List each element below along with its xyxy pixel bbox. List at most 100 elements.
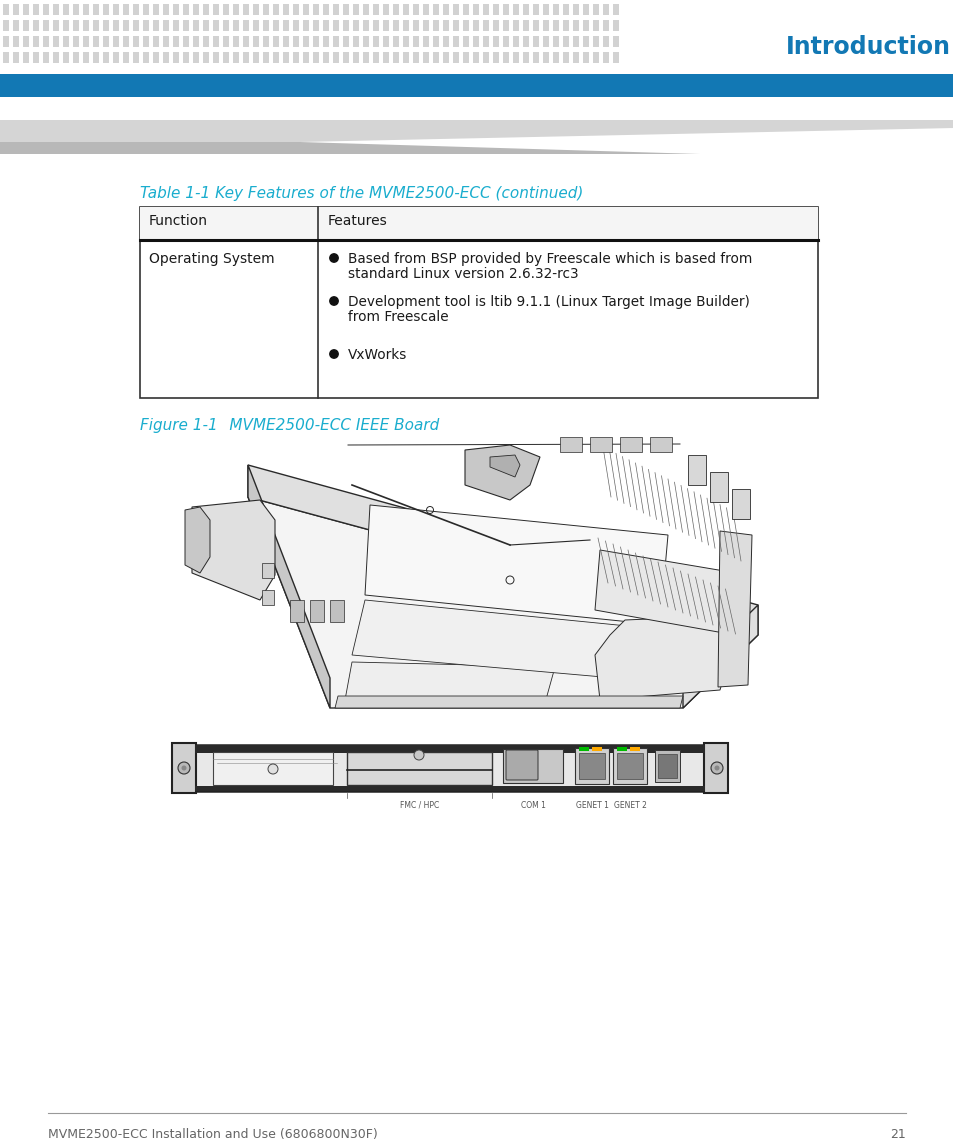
Bar — [373, 35, 378, 47]
Bar — [172, 35, 179, 47]
Bar — [33, 35, 39, 47]
Text: COM 1: COM 1 — [520, 802, 545, 810]
Bar — [343, 52, 349, 63]
Bar — [703, 743, 727, 793]
Bar — [83, 19, 89, 31]
Bar — [43, 35, 49, 47]
Bar — [263, 19, 269, 31]
Bar — [562, 52, 568, 63]
Bar — [413, 52, 418, 63]
Bar — [442, 19, 449, 31]
Bar — [33, 19, 39, 31]
Bar — [194, 785, 704, 791]
FancyBboxPatch shape — [505, 750, 537, 780]
Bar — [553, 35, 558, 47]
Polygon shape — [464, 445, 539, 500]
Circle shape — [714, 766, 719, 771]
Bar — [273, 19, 278, 31]
Bar — [413, 19, 418, 31]
Bar — [353, 19, 358, 31]
Bar — [13, 35, 19, 47]
Bar — [223, 35, 229, 47]
Bar — [3, 35, 9, 47]
Bar — [3, 3, 9, 15]
Bar — [193, 19, 199, 31]
Bar — [172, 19, 179, 31]
Bar — [112, 35, 119, 47]
Bar — [592, 747, 601, 751]
Bar — [393, 35, 398, 47]
Circle shape — [330, 350, 338, 358]
Bar — [393, 52, 398, 63]
Bar — [453, 52, 458, 63]
Bar — [263, 35, 269, 47]
Bar — [33, 52, 39, 63]
Bar — [582, 3, 588, 15]
Bar — [103, 35, 109, 47]
Bar — [613, 52, 618, 63]
Bar — [629, 747, 639, 751]
Text: MVME2500-ECC Installation and Use (6806800N30F): MVME2500-ECC Installation and Use (68068… — [48, 1128, 377, 1142]
Bar — [613, 3, 618, 15]
Bar — [602, 3, 608, 15]
Bar — [183, 3, 189, 15]
Bar — [582, 19, 588, 31]
Bar — [619, 437, 641, 452]
Bar — [533, 35, 538, 47]
Bar — [123, 52, 129, 63]
Bar — [152, 19, 159, 31]
Bar — [213, 19, 219, 31]
Bar — [143, 35, 149, 47]
Text: Operating System: Operating System — [149, 252, 274, 266]
Bar — [193, 3, 199, 15]
Bar — [263, 52, 269, 63]
Bar — [493, 3, 498, 15]
Bar — [172, 743, 195, 793]
Bar — [213, 3, 219, 15]
Bar — [63, 52, 69, 63]
Text: Introduction: Introduction — [784, 35, 949, 60]
Bar — [613, 35, 618, 47]
Bar — [83, 3, 89, 15]
Bar — [533, 19, 538, 31]
Bar — [617, 747, 626, 751]
Bar — [482, 52, 489, 63]
Bar — [293, 52, 298, 63]
Bar — [163, 35, 169, 47]
Bar — [303, 19, 309, 31]
Bar — [453, 19, 458, 31]
Bar — [303, 3, 309, 15]
Bar — [573, 19, 578, 31]
Bar — [233, 19, 239, 31]
Bar — [193, 35, 199, 47]
Bar — [213, 752, 333, 785]
Bar — [333, 3, 338, 15]
Bar — [233, 52, 239, 63]
Bar — [433, 52, 438, 63]
Bar — [613, 748, 646, 784]
Circle shape — [330, 254, 338, 262]
Bar — [462, 19, 469, 31]
Circle shape — [178, 763, 190, 774]
Bar — [92, 52, 99, 63]
Bar — [373, 3, 378, 15]
Bar — [422, 35, 429, 47]
Bar — [303, 52, 309, 63]
Bar — [382, 19, 389, 31]
Bar — [343, 35, 349, 47]
Text: Function: Function — [149, 214, 208, 228]
Bar — [253, 52, 258, 63]
Bar — [482, 3, 489, 15]
Bar — [482, 35, 489, 47]
Bar — [313, 3, 318, 15]
Bar — [522, 52, 529, 63]
Bar — [333, 19, 338, 31]
Bar — [53, 19, 59, 31]
Bar — [243, 19, 249, 31]
Bar — [582, 52, 588, 63]
Bar — [413, 3, 418, 15]
Bar — [290, 600, 304, 622]
Bar — [542, 52, 548, 63]
Bar — [73, 3, 79, 15]
Polygon shape — [365, 505, 667, 625]
